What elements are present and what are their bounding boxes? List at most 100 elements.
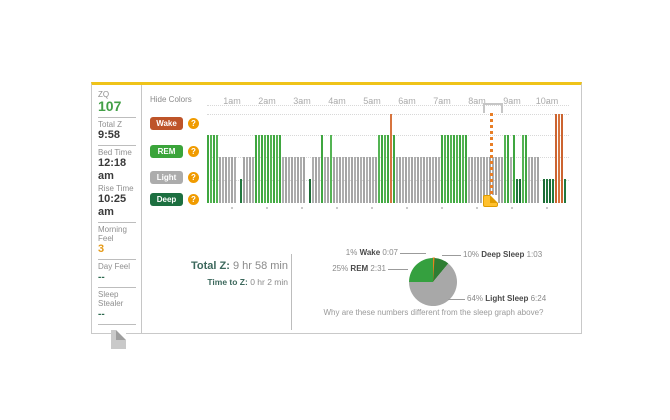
wake-leader-line [400,253,426,254]
legend-button-deep[interactable]: Deep [150,193,183,206]
hour-tick-label-10am: 10am [535,96,559,106]
sleep-epoch-bar-rem [276,135,278,203]
time-cursor-line [490,113,493,203]
pie-stage-time: 1:03 [526,250,543,259]
selection-bracket[interactable] [483,103,503,113]
sleep-epoch-bar-light [486,157,488,203]
hour-tick-label-5am: 5am [363,96,381,106]
sleep-epoch-bar-light [471,157,473,203]
pie-label-light-sleep: 64% Light Sleep 6:24 [467,294,546,303]
sleep-stats-sidebar: ZQ 107 Total Z 9:58 Bed Time 12:18 am Rise Tim… [92,85,142,349]
help-icon-deep[interactable]: ? [188,194,199,205]
sleep-epoch-bar-light [282,157,284,203]
hour-tick-mark [371,207,373,209]
sleep-epoch-bar-rem [450,135,452,203]
sleep-epoch-bar-light [375,157,377,203]
sleep-epoch-bar-deep [519,179,521,203]
total-z-value: 9 hr 58 min [232,260,288,272]
sleep-epoch-bar-light [537,157,539,203]
pie-explanation-link[interactable]: Why are these numbers different from the… [323,308,544,317]
sleep-epoch-bar-light [303,157,305,203]
legend-button-rem[interactable]: REM [150,145,183,158]
sleep-epoch-bar-light [339,157,341,203]
hour-tick-mark [301,102,303,104]
hide-colors-toggle[interactable]: Hide Colors [150,95,192,104]
sleep-epoch-bar-light [417,157,419,203]
sleep-epoch-bar-deep [552,179,554,203]
sleep-epoch-bar-rem [456,135,458,203]
rem-leader-line [388,269,408,270]
sleep-epoch-bar-light [372,157,374,203]
sleep-dashboard-panel: ZQ 107 Total Z 9:58 Bed Time 12:18 am Rise Tim… [91,82,582,349]
legend-button-light[interactable]: Light [150,171,183,184]
sleep-epoch-bar-light [300,157,302,203]
hour-tick-mark [231,102,233,104]
total-z-label: Total Z: [191,260,230,272]
sleep-epoch-bar-light [363,157,365,203]
gridline [207,114,569,115]
sleep-epoch-bar-deep [240,179,242,203]
sidebar-divider [98,324,136,325]
light-leader-line [448,299,465,300]
sleep-epoch-bar-light [468,157,470,203]
sidebar-stat-total-z: Total Z 9:58 [98,120,136,142]
sleep-epoch-bar-light [222,157,224,203]
sidebar-stat-rise-time: Rise Time 10:25 am [98,184,136,219]
time-cursor-handle[interactable] [483,195,498,207]
pie-slice-rem [409,258,433,282]
sleep-epoch-bar-rem [216,135,218,203]
sleep-epoch-bar-light [501,157,503,203]
hour-tick-mark [301,207,303,209]
hour-tick-label-3am: 3am [293,96,311,106]
pie-label-wake: 1% Wake 0:07 [272,248,398,257]
sleep-epoch-bar-wake [390,114,392,203]
sleep-epoch-bar-light [312,157,314,203]
stat-value: 12:18 am [98,157,127,182]
pie-label-deep-sleep: 10% Deep Sleep 1:03 [463,250,542,259]
sleep-epoch-bar-light [234,157,236,203]
sleep-epoch-bar-rem [258,135,260,203]
sleep-epoch-bar-rem [462,135,464,203]
sleep-epoch-bar-rem [393,135,395,203]
total-z-line: Total Z: 9 hr 58 min [160,260,288,272]
sleep-epoch-bar-light [480,157,482,203]
sleep-epoch-bar-light [243,157,245,203]
sleep-epoch-bar-rem [273,135,275,203]
gridline [207,105,569,106]
sleep-epoch-bar-rem [279,135,281,203]
journal-page-icon[interactable] [111,330,126,349]
hypnogram-plot [207,102,569,209]
sleep-epoch-bar-rem [522,135,524,203]
hour-tick-mark [406,207,408,209]
sidebar-stat-morning-feel: Morning Feel 3 [98,225,136,256]
hour-tick-mark [511,102,513,104]
stat-label: ZQ [98,90,110,99]
sleep-epoch-bar-deep [546,179,548,203]
help-icon-wake[interactable]: ? [188,118,199,129]
sidebar-divider [98,287,136,288]
sleep-epoch-bar-light [360,157,362,203]
hour-tick-label-7am: 7am [433,96,451,106]
sleep-epoch-bar-light [411,157,413,203]
sleep-chart-area: Hide Colors 1am 2am 3am 4am 5am 6am 7am 8am 9am 1… [142,85,581,333]
sidebar-divider [98,117,136,118]
hypnogram-bars [207,105,569,203]
help-icon-rem[interactable]: ? [188,146,199,157]
sleep-epoch-bar-light [357,157,359,203]
sleep-epoch-bar-light [324,157,326,203]
sleep-epoch-bar-light [414,157,416,203]
stat-value: 9:58 [98,129,121,141]
stat-label: Rise Time [98,184,134,193]
pie-stage-name: Deep Sleep [481,250,527,259]
help-icon-light[interactable]: ? [188,172,199,183]
sleep-epoch-bar-deep [543,179,545,203]
sleep-epoch-bar-light [534,157,536,203]
pie-stage-time: 6:24 [530,294,547,303]
sleep-epoch-bar-rem [213,135,215,203]
legend-button-wake[interactable]: Wake [150,117,183,130]
sleep-epoch-bar-light [426,157,428,203]
sleep-epoch-bar-light [231,157,233,203]
hour-tick-label-4am: 4am [328,96,346,106]
total-z-summary: Total Z: 9 hr 58 min Time to Z: 0 hr 2 m… [160,260,288,287]
hour-tick-mark [231,207,233,209]
